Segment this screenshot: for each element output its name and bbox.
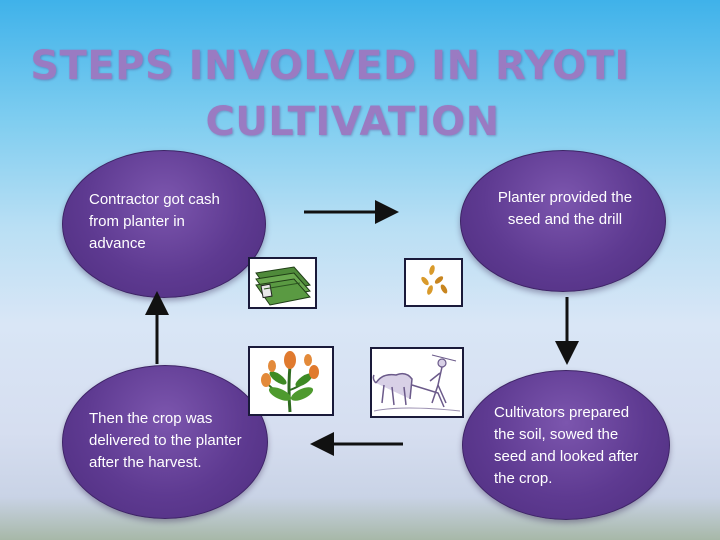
step-text-delivery: Then the crop was delivered to the plant…: [89, 410, 242, 471]
title-line-2: CULTIVATION: [205, 99, 500, 145]
step-oval-contractor: Contractor got cash from planter in adva…: [62, 150, 266, 298]
step-text-planter: Planter provided the seed and the drill: [497, 189, 633, 228]
step-text-cultivators: Cultivators prepared the soil, sowed the…: [494, 404, 639, 487]
slide-title: STEPS INVOLVED IN RYOTI CULTIVATION: [0, 38, 720, 150]
title-line-1: STEPS INVOLVED IN RYOTI: [30, 43, 630, 89]
seed-icon: [404, 258, 463, 307]
step-oval-cultivators: Cultivators prepared the soil, sowed the…: [462, 370, 670, 520]
plant-icon: [248, 346, 334, 416]
step-oval-delivery: Then the crop was delivered to the plant…: [62, 365, 268, 519]
step-text-contractor: Contractor got cash from planter in adva…: [89, 191, 220, 252]
step-oval-planter: Planter provided the seed and the drill: [460, 150, 666, 292]
plough-icon: [370, 347, 464, 418]
money-icon: [248, 257, 317, 309]
